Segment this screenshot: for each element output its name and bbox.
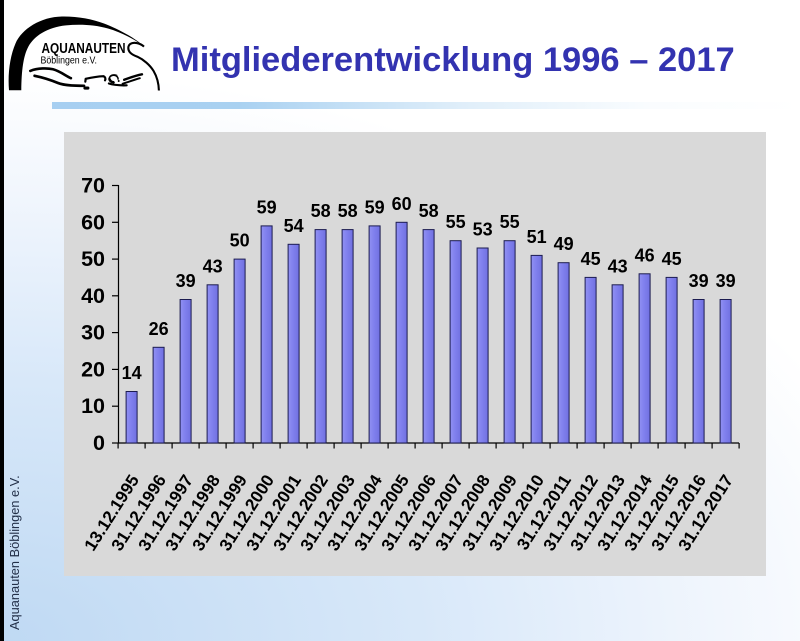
svg-text:43: 43 (203, 256, 223, 276)
svg-text:54: 54 (284, 216, 304, 236)
svg-text:60: 60 (81, 210, 105, 234)
svg-text:40: 40 (81, 284, 105, 308)
svg-text:AQUANAUTEN: AQUANAUTEN (42, 41, 126, 57)
svg-text:58: 58 (338, 201, 358, 221)
svg-text:26: 26 (149, 319, 169, 339)
svg-text:46: 46 (635, 245, 655, 265)
svg-text:14: 14 (122, 363, 142, 383)
svg-text:Böblingen e.V.: Böblingen e.V. (41, 54, 98, 66)
svg-text:39: 39 (176, 271, 196, 291)
svg-text:70: 70 (81, 174, 105, 198)
svg-text:39: 39 (716, 271, 736, 291)
svg-text:50: 50 (230, 231, 250, 251)
svg-text:30: 30 (81, 321, 105, 345)
svg-text:50: 50 (81, 247, 105, 271)
svg-text:0: 0 (93, 431, 105, 455)
svg-text:58: 58 (419, 201, 439, 221)
svg-text:60: 60 (392, 194, 412, 214)
svg-text:49: 49 (554, 234, 574, 254)
svg-text:43: 43 (608, 256, 628, 276)
svg-text:39: 39 (689, 271, 709, 291)
svg-text:58: 58 (311, 201, 331, 221)
svg-text:10: 10 (81, 394, 105, 418)
svg-text:55: 55 (500, 212, 520, 232)
svg-text:20: 20 (81, 357, 105, 381)
svg-text:53: 53 (473, 220, 493, 240)
svg-text:59: 59 (257, 197, 277, 217)
svg-text:51: 51 (527, 227, 547, 247)
svg-text:45: 45 (581, 249, 601, 269)
svg-text:45: 45 (662, 249, 682, 269)
svg-text:55: 55 (446, 212, 466, 232)
svg-text:59: 59 (365, 197, 385, 217)
